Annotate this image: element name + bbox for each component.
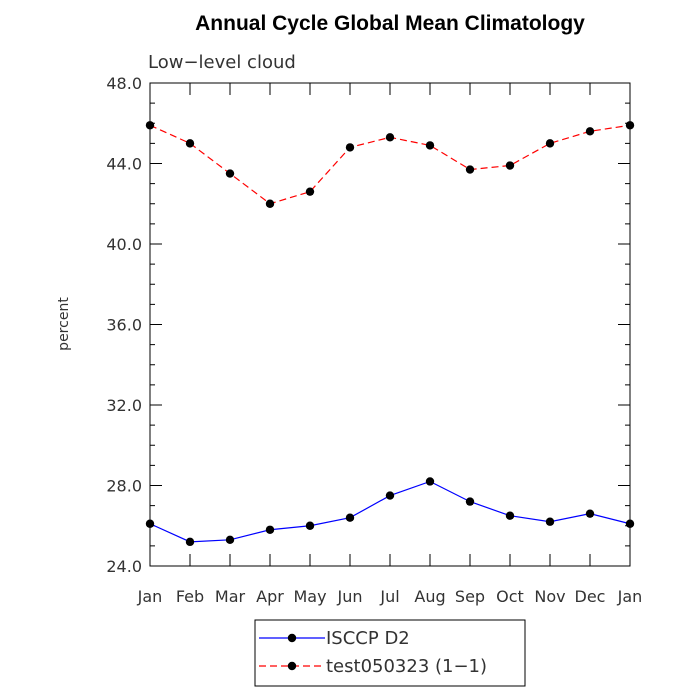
series-point xyxy=(225,535,235,545)
x-tick-label: Nov xyxy=(534,587,565,606)
series-point xyxy=(385,133,395,142)
series-point xyxy=(465,165,475,174)
x-tick-label: Jun xyxy=(337,587,363,606)
series-point xyxy=(505,161,515,170)
x-tick-label: Aug xyxy=(414,587,445,606)
legend-marker xyxy=(287,633,297,643)
legend-box xyxy=(254,619,526,687)
legend-label: test050323 (1−1) xyxy=(326,656,487,677)
series-point xyxy=(265,199,275,208)
y-tick-label: 44.0 xyxy=(106,155,142,174)
x-tick-label: Sep xyxy=(455,587,485,606)
series-point xyxy=(385,491,395,500)
series-point xyxy=(185,537,195,547)
series-point xyxy=(625,121,635,130)
series-point xyxy=(625,519,635,528)
series-point xyxy=(225,169,235,178)
series-point xyxy=(145,519,155,528)
legend-label: ISCCP D2 xyxy=(326,628,410,649)
series-point xyxy=(265,525,275,534)
chart-subtitle: Low−level cloud xyxy=(148,52,296,73)
series-point xyxy=(505,511,515,520)
y-axis-label: percent xyxy=(56,297,72,351)
x-tick-label: Oct xyxy=(496,587,524,606)
y-tick-label: 36.0 xyxy=(106,316,142,335)
series-point xyxy=(345,143,355,152)
legend: ISCCP D2 test050323 (1−1) xyxy=(254,619,526,687)
x-tick-label: Jul xyxy=(379,587,399,606)
x-tick-label: Feb xyxy=(176,587,204,606)
x-tick-label: Dec xyxy=(575,587,606,606)
y-tick-label: 28.0 xyxy=(106,477,142,496)
series-point xyxy=(305,521,315,530)
x-tick-label: Mar xyxy=(215,587,246,606)
series-point xyxy=(185,139,195,148)
series-point xyxy=(425,141,435,150)
legend-marker xyxy=(287,661,297,671)
series-point xyxy=(145,121,155,130)
chart-title: Annual Cycle Global Mean Climatology xyxy=(195,12,585,35)
series-point xyxy=(425,477,435,486)
x-tick-label: Jan xyxy=(617,587,643,606)
y-tick-label: 32.0 xyxy=(106,396,142,415)
y-tick-label: 24.0 xyxy=(106,557,142,576)
series-point xyxy=(585,127,595,136)
x-tick-label: Jan xyxy=(137,587,163,606)
series-point xyxy=(585,509,595,518)
plot-area: 24.0 28.0 32.0 36.0 40.0 44.0 48.0 Jan Feb Mar Apr… xyxy=(106,74,642,606)
series-point xyxy=(545,517,555,526)
series-line xyxy=(149,480,631,543)
x-tick-label: May xyxy=(293,587,326,606)
series-point xyxy=(345,513,355,522)
series-point xyxy=(545,139,555,148)
x-tick-label: Apr xyxy=(256,587,284,606)
series-point xyxy=(305,187,315,196)
series-point xyxy=(465,497,475,506)
y-tick-label: 48.0 xyxy=(106,74,142,93)
y-tick-label: 40.0 xyxy=(106,235,142,254)
